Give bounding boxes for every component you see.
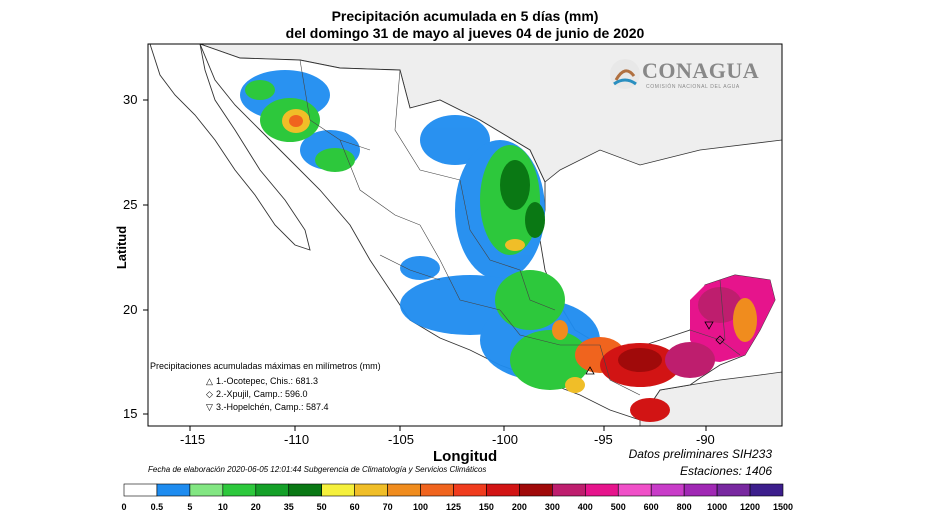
x-tick-label: -100 [492,432,519,447]
colorbar-tick-label: 800 [676,502,692,512]
colorbar-swatch [650,483,685,497]
y-axis-label: Latitud [114,225,130,270]
colorbar-tick-label: 1500 [772,502,794,512]
y-tick-marks [143,99,148,415]
x-tick-label: -115 [180,432,206,447]
y-tick-label: 30 [123,92,138,107]
colorbar-tick-label: 5 [187,502,193,512]
colorbar-tick-label: 500 [610,502,626,512]
brand-name: CONAGUA [642,58,760,83]
x-axis-label: Longitud [433,448,498,465]
precip-dark-green-patches [500,160,545,238]
legend-item-text: 1.-Ocotepec, Chis.: 681.3 [216,376,319,386]
plot-frame [147,43,783,427]
colorbar-tick-label: 300 [544,502,560,512]
colorbar-swatch [683,483,718,497]
colorbar-tick-label: 150 [478,502,494,512]
x-tick-label: -110 [284,432,310,447]
colorbar-tick-label: 1000 [707,502,728,512]
legend-item: ◇ 2.-Xpujil, Camp.: 596.0 [150,388,381,401]
state-boundaries [299,59,741,396]
colorbar-swatch [156,483,191,497]
colorbar-tick-label: 0.5 [150,502,164,512]
legend-item-text: 3.-Hopelchén, Camp.: 587.4 [216,402,329,412]
colorbar-tick-label: 100 [413,502,429,512]
colorbar-swatch [222,483,257,497]
triangle-down-icon: ▽ [206,402,213,412]
colorbar-tick-label: 60 [349,502,360,512]
x-tick-label: -105 [388,432,415,447]
max-precip-legend: Precipitaciones acumuladas máximas en mi… [150,360,381,414]
precip-orange-red-patches [289,115,680,422]
ocotepec-marker [585,366,595,375]
colorbar-swatch [420,483,454,497]
colorbar-tick-label: 200 [511,502,527,512]
map-subtitle: del domingo 31 de mayo al jueves 04 de j… [285,25,645,41]
colorbar-swatch [617,483,652,497]
colorbar-swatch [321,483,355,497]
elaboration-date: Fecha de elaboración 2020-06-05 12:01:44… [148,465,487,474]
y-tick-label: 20 [123,302,138,317]
colorbar-swatch [123,483,158,497]
colorbar-swatch [584,483,619,497]
colorbar-tick-label: 50 [316,502,327,512]
preliminary-data-label: Datos preliminares SIH233 [628,447,772,461]
colorbar-swatch [255,483,290,497]
brand-subtitle: COMISIÓN NACIONAL DEL AGUA [646,84,740,90]
colorbar-tick-label: 1200 [740,502,761,512]
colorbar-tick-label: 125 [445,502,462,512]
colorbar-swatch [486,483,520,497]
stations-count: Estaciones: 1406 [679,464,772,478]
conagua-logo-icon [610,59,640,89]
colorbar-swatch [354,483,388,497]
colorbar-swatch [749,483,784,497]
colorbar-swatch [453,483,487,497]
colorbar-swatch [288,483,323,497]
legend-item: △ 1.-Ocotepec, Chis.: 681.3 [150,375,381,388]
colorbar-tick-label: 35 [283,502,294,512]
hopelchen-marker [704,321,714,330]
legend-item-text: 2.-Xpujil, Camp.: 596.0 [216,389,308,399]
max-station-markers [585,321,725,375]
precip-magenta-patches [665,275,775,378]
precip-colorbar [123,483,784,497]
legend-heading: Precipitaciones acumuladas máximas en mi… [150,361,381,371]
legend-item: ▽ 3.-Hopelchén, Camp.: 587.4 [150,401,381,414]
baja-california [149,44,311,251]
y-tick-label: 15 [123,406,138,421]
x-tick-label: -90 [696,432,715,447]
colorbar-swatch [716,483,751,497]
triangle-up-icon: △ [206,376,213,386]
y-tick-label: 25 [123,197,138,212]
colorbar-tick-label: 400 [577,502,593,512]
xpujil-marker [715,335,725,345]
colorbar-swatch [387,483,421,497]
colorbar-tick-label: 0 [121,502,127,512]
colorbar-tick-label: 10 [217,502,228,512]
colorbar-tick-label: 600 [643,502,659,512]
diamond-icon: ◇ [206,389,213,399]
map-title: Precipitación acumulada en 5 días (mm) [331,8,599,24]
colorbar-swatch [552,483,586,497]
data-source-info: Datos preliminares SIH233 Estaciones: 14… [612,446,772,480]
x-tick-marks [189,426,707,431]
colorbar-tick-label: 70 [382,502,393,512]
colorbar-tick-label: 20 [250,502,261,512]
x-tick-label: -95 [594,432,613,447]
colorbar-swatch [519,483,553,497]
colorbar-swatch [189,483,224,497]
